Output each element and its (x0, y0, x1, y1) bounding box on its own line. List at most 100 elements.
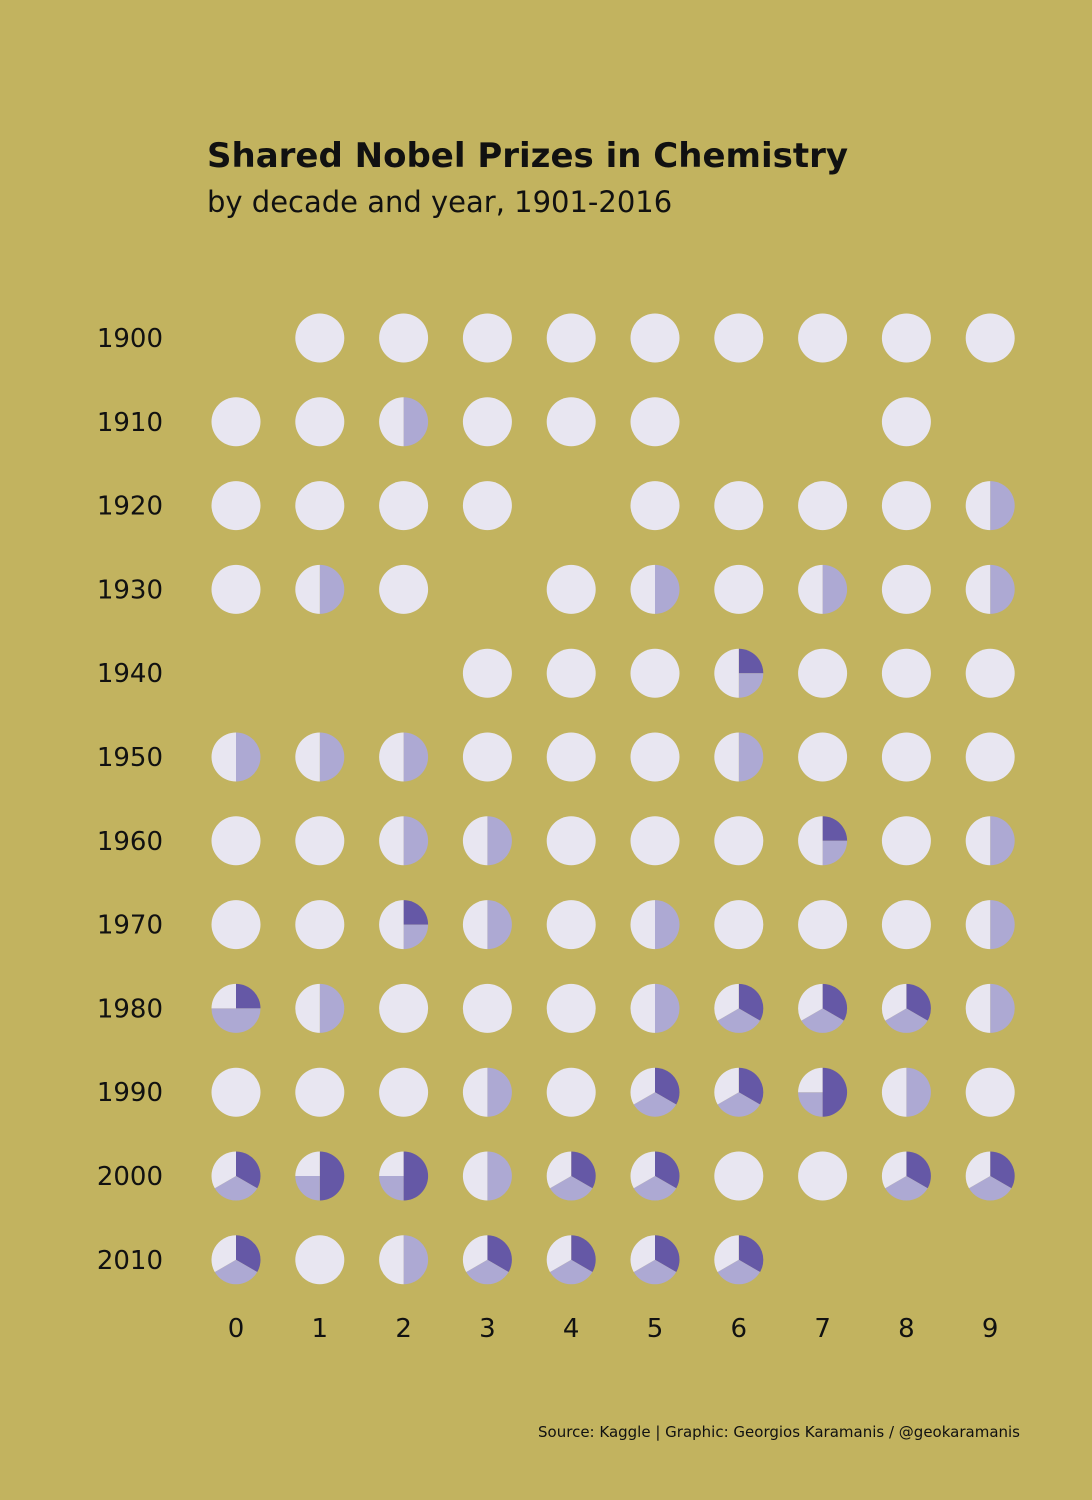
quarter-share-1 (798, 1092, 823, 1117)
half-share (319, 1151, 345, 1201)
prize-1966 (714, 816, 764, 866)
prize-1960 (211, 816, 261, 866)
half-share-left (295, 732, 320, 782)
prize-1908 (881, 313, 931, 363)
row-label-2010: 2010 (97, 1246, 163, 1276)
prize-1920 (211, 481, 261, 531)
prize-1997 (798, 1067, 848, 1117)
row-label-1990: 1990 (97, 1078, 163, 1108)
full-prize-circle (379, 481, 429, 531)
prize-1967 (798, 816, 848, 866)
full-prize-circle (714, 1151, 764, 1201)
prize-1910 (211, 397, 261, 447)
prize-1952 (379, 732, 429, 782)
third-share-3 (546, 1151, 572, 1189)
prize-2007 (798, 1151, 848, 1201)
prize-1913 (462, 397, 512, 447)
prize-1951 (295, 732, 345, 782)
row-label-1980: 1980 (97, 994, 163, 1024)
prize-1972 (379, 900, 429, 950)
half-share (822, 1067, 848, 1117)
third-share-3 (630, 1151, 655, 1189)
full-prize-circle (546, 732, 596, 782)
half-share-right (655, 983, 680, 1033)
prize-1973 (462, 900, 512, 950)
full-prize-circle (546, 397, 596, 447)
quarter-share-2 (798, 1067, 823, 1093)
prize-1925 (630, 481, 680, 531)
full-prize-circle (462, 397, 512, 447)
third-share-3 (881, 1151, 907, 1189)
prize-1994 (546, 1067, 596, 1117)
third-share-3 (881, 983, 907, 1021)
full-prize-circle (546, 313, 596, 363)
half-share-right (655, 564, 680, 614)
full-prize-circle (546, 900, 596, 950)
third-share-1 (655, 1067, 680, 1105)
half-share-left (379, 1235, 404, 1285)
half-share-left (965, 900, 991, 950)
row-label-2000: 2000 (97, 1162, 163, 1192)
quarter-share-1 (295, 1176, 320, 1201)
third-share-3 (211, 1151, 236, 1189)
prize-1903 (462, 313, 512, 363)
prize-1988 (881, 983, 931, 1033)
prize-2008 (881, 1151, 931, 1201)
full-prize-circle (295, 397, 345, 447)
prize-1963 (462, 816, 512, 866)
prize-1914 (546, 397, 596, 447)
prize-1968 (881, 816, 931, 866)
full-prize-circle (295, 1235, 345, 1285)
prize-1977 (798, 900, 848, 950)
third-share-1 (906, 983, 931, 1021)
full-prize-circle (965, 313, 1015, 363)
prize-2001 (295, 1151, 345, 1201)
third-share-1 (738, 1235, 764, 1273)
prize-1954 (546, 732, 596, 782)
column-label-5: 5 (647, 1314, 664, 1344)
third-share-2 (717, 1008, 761, 1033)
prize-1909 (965, 313, 1015, 363)
full-prize-circle (379, 983, 429, 1033)
chart-caption: Source: Kaggle | Graphic: Georgios Karam… (538, 1423, 1020, 1441)
third-share-2 (466, 1259, 509, 1285)
full-prize-circle (630, 397, 680, 447)
prize-1965 (630, 816, 680, 866)
third-share-1 (571, 1151, 596, 1189)
quarter-share-2 (738, 673, 764, 698)
prize-2005 (630, 1151, 680, 1201)
half-share-right (487, 1151, 512, 1201)
full-prize-circle (798, 900, 848, 950)
prize-1931 (295, 564, 345, 614)
prize-2014 (546, 1235, 596, 1285)
chart-title: Shared Nobel Prizes in Chemistry (207, 136, 848, 176)
row-label-1970: 1970 (97, 911, 163, 941)
third-share-1 (738, 1067, 764, 1105)
third-share-2 (549, 1176, 593, 1201)
half-share-right (487, 900, 512, 950)
prize-1934 (546, 564, 596, 614)
half-share-left (211, 732, 236, 782)
full-prize-circle (546, 816, 596, 866)
prize-1957 (798, 732, 848, 782)
quarter-share-1 (236, 983, 261, 1009)
prize-1955 (630, 732, 680, 782)
column-label-2: 2 (395, 1314, 412, 1344)
full-prize-circle (965, 732, 1015, 782)
row-label-1920: 1920 (97, 492, 163, 522)
prize-1912 (379, 397, 429, 447)
full-prize-circle (462, 648, 512, 698)
prize-1907 (798, 313, 848, 363)
full-prize-circle (881, 481, 931, 531)
prize-1996 (714, 1067, 764, 1117)
chart-subtitle: by decade and year, 1901-2016 (207, 185, 672, 219)
prize-2004 (546, 1151, 596, 1201)
prize-1962 (379, 816, 429, 866)
half-share-right (655, 900, 680, 950)
full-prize-circle (798, 648, 848, 698)
quarter-share-2 (295, 1151, 320, 1176)
prize-1928 (881, 481, 931, 531)
half-share-right (319, 564, 345, 614)
full-prize-circle (714, 900, 764, 950)
third-share-1 (655, 1151, 680, 1189)
